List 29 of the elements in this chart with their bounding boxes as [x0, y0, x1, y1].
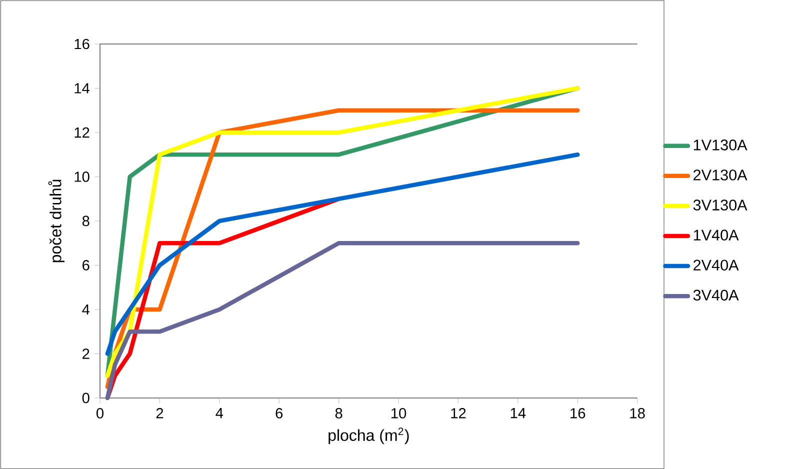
y-axis-title: počet druhů — [48, 180, 64, 262]
legend-label: 3V40A — [693, 290, 739, 300]
x-tick-label: 18 — [630, 408, 645, 418]
x-tick-label: 16 — [570, 408, 586, 418]
x-axis-title: plocha (m$^{2}$) — [328, 427, 409, 444]
y-tick-label: 10 — [74, 171, 90, 182]
y-tick-label: 6 — [82, 260, 90, 270]
y-tick-label: 4 — [82, 304, 90, 314]
y-tick-label: 14 — [74, 83, 90, 94]
x-tick-label: 8 — [335, 408, 342, 418]
line-series — [105, 240, 580, 400]
x-tick-label: 6 — [276, 408, 283, 418]
x-tick-label: 4 — [216, 408, 224, 418]
line-series — [105, 152, 580, 356]
y-tick-label: 16 — [74, 38, 90, 50]
x-tick-label: 10 — [391, 408, 406, 418]
x-tick-label: 2 — [156, 408, 164, 418]
y-tick-label: 0 — [82, 392, 90, 404]
legend-label: 3V130A — [693, 199, 748, 210]
y-tick-label: 12 — [74, 127, 90, 138]
y-tick-label: 8 — [82, 216, 90, 226]
x-tick-label: 0 — [96, 408, 104, 418]
legend-label: 1V40A — [694, 229, 739, 240]
legend-label: 1V130A — [694, 139, 748, 150]
legend-label: 2V130A — [694, 169, 748, 180]
y-tick-label: 2 — [82, 348, 90, 359]
x-tick-label: 14 — [510, 408, 526, 418]
legend-label: 2V40A — [694, 260, 739, 270]
x-tick-label: 12 — [451, 408, 466, 418]
